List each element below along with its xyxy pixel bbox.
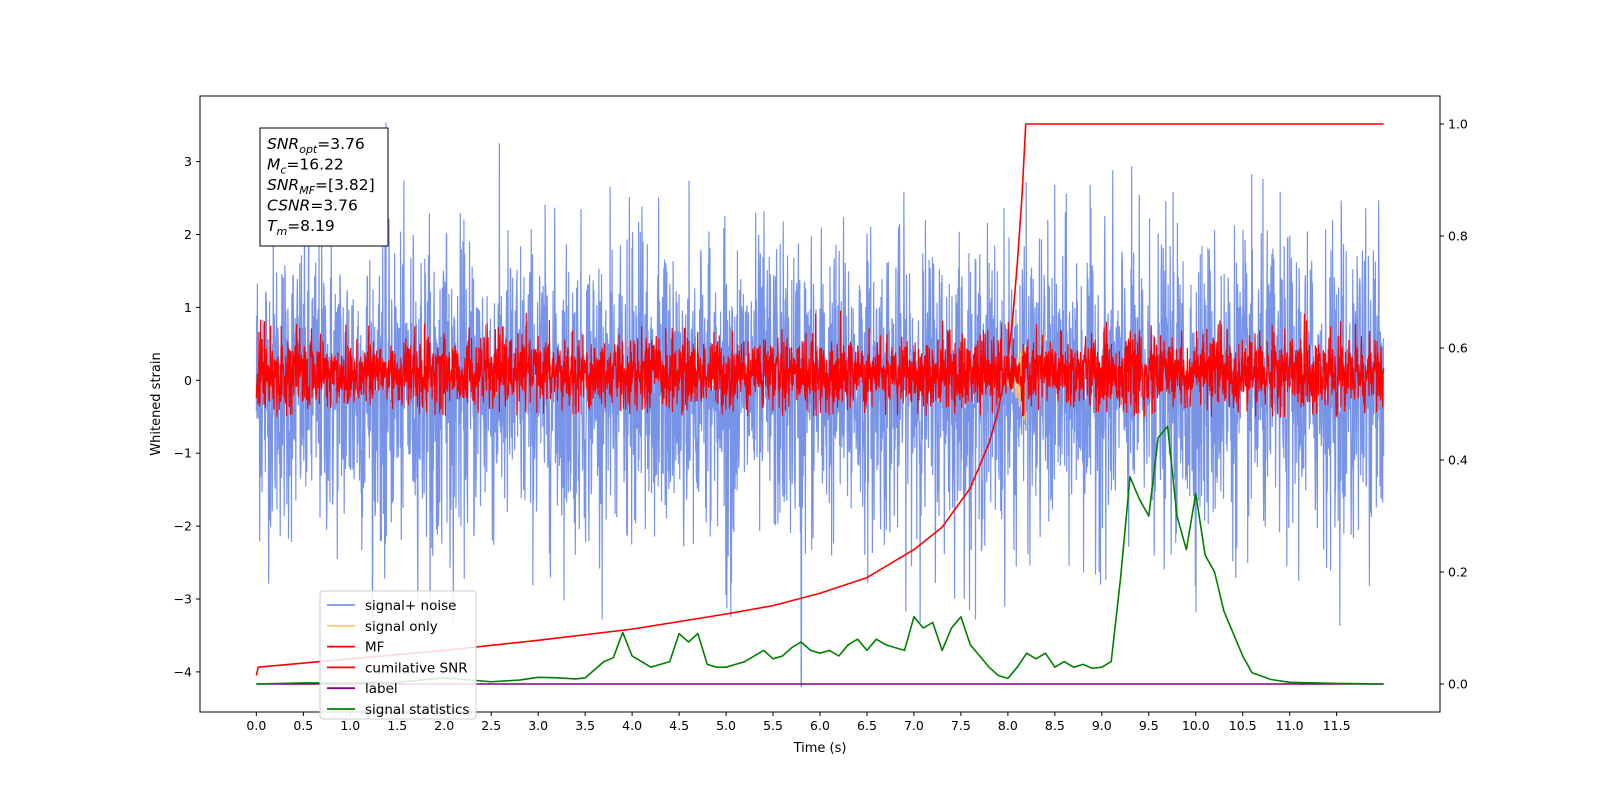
legend-frame (319, 590, 477, 720)
legend-label: label (365, 681, 398, 697)
annotation-subscript: c (280, 164, 286, 177)
y-left-tick-label: −4 (174, 664, 192, 679)
annotation-value: =16.22 (286, 156, 343, 174)
x-tick-label: 11.5 (1323, 718, 1351, 733)
x-tick-label: 7.5 (951, 718, 971, 733)
legend-label: signal statistics (365, 702, 469, 718)
annotation-frame (259, 127, 389, 247)
x-tick-label: 9.5 (1139, 718, 1159, 733)
x-tick-label: 6.5 (857, 718, 877, 733)
y-left-tick-label: 3 (184, 154, 192, 169)
x-tick-label: 4.0 (622, 718, 642, 733)
annotation-line: SNRopt=3.76 (267, 135, 365, 156)
y-right-tick-label: 0.0 (1448, 677, 1468, 692)
annotation-variable: T (267, 217, 278, 235)
x-tick-label: 10.0 (1182, 718, 1210, 733)
annotation-variable: CSNR (267, 197, 310, 215)
x-tick-label: 6.0 (810, 718, 830, 733)
y-axis-right: 1.0 0.8 0.6 0.4 0.2 0.0 (1440, 117, 1468, 692)
y-left-tick-label: −3 (174, 592, 192, 607)
annotation-value: =8.19 (287, 217, 335, 235)
series-signal-statistics-line (256, 425, 1384, 685)
y-right-tick-label: 0.8 (1448, 229, 1468, 244)
x-tick-label: 10.5 (1229, 718, 1257, 733)
y-left-tick-label: 0 (184, 373, 192, 388)
y-right-tick-label: 0.6 (1448, 341, 1468, 356)
x-tick-label: 11.0 (1276, 718, 1304, 733)
legend-label: MF (365, 640, 384, 656)
y-right-tick-label: 1.0 (1448, 117, 1468, 132)
annotation-variable: SNR (267, 176, 299, 194)
y-left-tick-label: 2 (184, 227, 192, 242)
x-tick-label: 3.5 (575, 718, 595, 733)
annotation-subscript: m (276, 225, 287, 238)
x-tick-label: 5.0 (716, 718, 736, 733)
x-tick-label: 5.5 (763, 718, 783, 733)
annotation-variable: M (267, 156, 280, 174)
y-right-tick-label: 0.2 (1448, 565, 1468, 580)
x-axis-label: Time (s) (793, 741, 847, 756)
x-tick-label: 7.0 (904, 718, 924, 733)
annotation-line: CSNR=3.76 (267, 197, 358, 215)
legend-label: cumilative SNR (365, 660, 468, 676)
parameter-annotation-box: SNRopt=3.76Mc=16.22SNRMF=[3.82]CSNR=3.76… (259, 127, 389, 247)
x-tick-label: 0.0 (246, 718, 266, 733)
series-mf-line (255, 310, 1385, 418)
legend-label: signal only (365, 619, 438, 635)
y-left-tick-label: −2 (174, 519, 192, 534)
y-axis-left: 3 2 1 0 −1 −2 −3 −4 (174, 154, 200, 679)
y-left-tick-label: −1 (174, 446, 192, 461)
y-right-tick-label: 0.4 (1448, 453, 1468, 468)
annotation-subscript: opt (299, 143, 318, 156)
x-tick-label: 8.5 (1045, 718, 1065, 733)
x-tick-label: 9.0 (1092, 718, 1112, 733)
series-signal-noise-line (255, 122, 1385, 688)
annotation-value: =3.76 (317, 135, 365, 153)
legend: signal+ noise signal only MF cumilative SNR… (319, 590, 477, 720)
annotation-line: Mc=16.22 (267, 156, 344, 177)
annotation-value: =[3.82] (315, 176, 375, 194)
x-axis: 0.0 0.5 1.0 1.5 2.0 2.5 3.0 3.5 4.0 4.5 5.0 5.5 6.0 6… (246, 712, 1351, 733)
y-left-tick-label: 1 (184, 300, 192, 315)
x-tick-label: 0.5 (293, 718, 313, 733)
x-tick-label: 4.5 (669, 718, 689, 733)
x-tick-label: 3.0 (528, 718, 548, 733)
x-tick-label: 8.0 (998, 718, 1018, 733)
x-tick-label: 2.5 (481, 718, 501, 733)
annotation-value: =3.76 (310, 197, 358, 215)
annotation-subscript: MF (299, 184, 315, 197)
x-tick-label: 2.0 (434, 718, 454, 733)
x-tick-label: 1.0 (340, 718, 360, 733)
annotation-line: Tm=8.19 (267, 217, 335, 238)
annotation-line: SNRMF=[3.82] (267, 176, 375, 197)
annotation-variable: SNR (267, 135, 299, 153)
x-tick-label: 1.5 (387, 718, 407, 733)
legend-label: signal+ noise (365, 598, 456, 614)
y-axis-label: Whitened strain (149, 352, 164, 455)
